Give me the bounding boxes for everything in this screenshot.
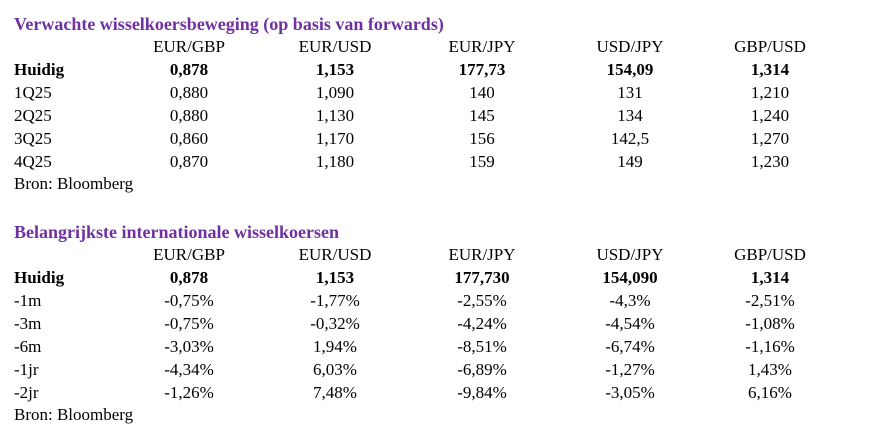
row-label: Huidig (14, 268, 65, 287)
cell: -2,51% (745, 291, 795, 310)
cell: 1,94% (313, 337, 357, 356)
cell: 1,180 (315, 152, 355, 171)
row-label: -6m (14, 337, 42, 356)
column-header: USD/JPY (596, 37, 664, 56)
cell: 1,270 (750, 129, 790, 148)
cell: 177,73 (458, 60, 506, 79)
column-header: EUR/USD (298, 37, 372, 56)
cell: 142,5 (610, 129, 650, 148)
cell: -1,77% (310, 291, 360, 310)
column-header: EUR/JPY (448, 245, 516, 264)
cell: -8,51% (457, 337, 507, 356)
cell: 6,16% (748, 383, 792, 402)
cell: -2,55% (457, 291, 507, 310)
cell: 1,153 (315, 268, 355, 287)
cell: 134 (617, 106, 643, 125)
cell: -4,3% (609, 291, 651, 310)
row-label: -1m (14, 291, 42, 310)
cell: 1,210 (750, 83, 790, 102)
cell: -3,03% (164, 337, 214, 356)
cell: 154,09 (606, 60, 654, 79)
cell: 159 (469, 152, 495, 171)
cell: -0,75% (164, 314, 214, 333)
cell: 1,230 (750, 152, 790, 171)
cell: 1,314 (750, 60, 790, 79)
source: Bron: Bloomberg (14, 174, 134, 193)
cell: 1,240 (750, 106, 790, 125)
cell: 1,170 (315, 129, 355, 148)
cell: 0,870 (169, 152, 209, 171)
cell: 0,860 (169, 129, 209, 148)
column-header: EUR/GBP (153, 245, 225, 264)
column-header: EUR/JPY (448, 37, 516, 56)
cell: 1,43% (748, 360, 792, 379)
row-label: -2jr (14, 383, 39, 402)
cell: -4,54% (605, 314, 655, 333)
row-label: 3Q25 (14, 129, 52, 148)
row-label: Huidig (14, 60, 65, 79)
cell: 1,153 (315, 60, 355, 79)
cell: -6,74% (605, 337, 655, 356)
cell: -1,16% (745, 337, 795, 356)
source: Bron: Bloomberg (14, 405, 134, 424)
cell: -9,84% (457, 383, 507, 402)
cell: 177,730 (454, 268, 510, 287)
cell: 131 (617, 83, 643, 102)
cell: -1,08% (745, 314, 795, 333)
row-label: -3m (14, 314, 42, 333)
cell: -6,89% (457, 360, 507, 379)
cell: -4,34% (164, 360, 214, 379)
table-title: Verwachte wisselkoersbeweging (op basis … (14, 14, 444, 34)
cell: 1,130 (315, 106, 355, 125)
cell: 154,090 (602, 268, 658, 287)
cell: 0,878 (169, 268, 209, 287)
column-header: GBP/USD (734, 37, 806, 56)
cell: -1,26% (164, 383, 214, 402)
column-header: EUR/USD (298, 245, 372, 264)
cell: 1,090 (315, 83, 355, 102)
cell: 149 (617, 152, 643, 171)
cell: 1,314 (750, 268, 790, 287)
cell: -0,32% (310, 314, 360, 333)
cell: -4,24% (457, 314, 507, 333)
cell: 145 (469, 106, 495, 125)
row-label: 2Q25 (14, 106, 52, 125)
cell: 156 (469, 129, 495, 148)
column-header: EUR/GBP (153, 37, 225, 56)
cell: 0,880 (169, 83, 209, 102)
row-label: -1jr (14, 360, 39, 379)
cell: 0,880 (169, 106, 209, 125)
cell: 140 (469, 83, 495, 102)
row-label: 4Q25 (14, 152, 52, 171)
cell: 6,03% (313, 360, 357, 379)
row-label: 1Q25 (14, 83, 52, 102)
column-header: GBP/USD (734, 245, 806, 264)
cell: -1,27% (605, 360, 655, 379)
cell: 0,878 (169, 60, 209, 79)
cell: -0,75% (164, 291, 214, 310)
table-title: Belangrijkste internationale wisselkoers… (14, 222, 339, 242)
cell: -3,05% (605, 383, 655, 402)
cell: 7,48% (313, 383, 357, 402)
column-header: USD/JPY (596, 245, 664, 264)
